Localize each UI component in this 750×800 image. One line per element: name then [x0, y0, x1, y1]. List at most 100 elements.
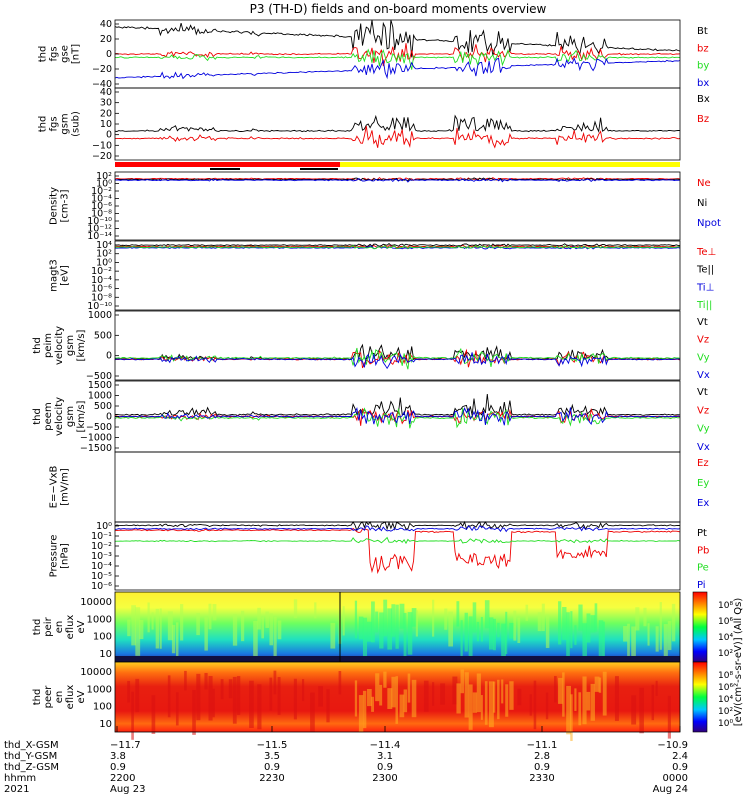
ylabel-fgs_gsm: thdfgsgsm(sub): [38, 111, 82, 137]
spectrogram-stripe: [403, 612, 407, 658]
legend-Pe: Pe: [697, 563, 709, 574]
ytick-label: 10⁻⁸: [91, 209, 112, 220]
spectrogram-stripe: [232, 676, 237, 724]
ytick-label: 100: [93, 702, 112, 713]
ytick-label: −20: [92, 151, 112, 162]
legend-Vy: Vy: [697, 424, 710, 435]
spectrogram-stripe: [627, 623, 630, 666]
ylabel-line: Density: [49, 187, 60, 225]
ylabel-line: thd: [38, 46, 49, 63]
spectrogram-stripe: [212, 604, 217, 621]
legend-Vx: Vx: [697, 370, 710, 381]
spectrogram-stripe: [399, 603, 405, 629]
spectrogram-stripe: [273, 670, 277, 695]
spectrogram-stripe: [472, 602, 477, 633]
spectrogram-stripe: [533, 680, 537, 730]
ylabel-line: en: [54, 621, 65, 634]
spectrogram-stripe: [553, 675, 557, 703]
spectrogram-stripe: [269, 613, 274, 646]
xaxis-value: 2.8: [534, 751, 550, 762]
series-fgs_gse-bx: [114, 56, 681, 80]
ytick-label: 10⁰: [96, 521, 112, 532]
spectrogram-stripe: [277, 620, 282, 640]
legend-Vt: Vt: [697, 387, 708, 398]
ylabel-line: en: [54, 691, 65, 704]
spectrogram-stripe: [476, 673, 481, 713]
ytick-label: 1000: [87, 614, 112, 625]
ylabel-line: [eV]: [60, 265, 71, 286]
ytick-label: 1000: [88, 310, 112, 321]
legend-Bt: Bt: [697, 26, 708, 37]
ylabel-line: fgs: [49, 116, 60, 131]
spectrogram-stripe: [598, 677, 602, 693]
spectrogram-stripe: [155, 608, 160, 649]
ylabel-efield: E=−VxB[mV/m]: [49, 466, 71, 509]
spectrogram-stripe: [399, 694, 405, 718]
xaxis-value: 3.8: [110, 751, 126, 762]
ylabel-line: peim: [43, 333, 54, 358]
ylabel-line: peer: [43, 685, 54, 709]
xaxis-value: Aug 24: [653, 784, 688, 795]
spectrogram-stripe: [614, 676, 619, 721]
colorbar-tick-label: 10²: [718, 649, 733, 659]
ytick-label: −1000: [80, 433, 112, 444]
ylabel-line: velocity: [54, 326, 65, 365]
ytick-label: 10⁻⁵: [91, 571, 112, 582]
series-peim_velocity-Vz: [114, 348, 681, 369]
spectrogram-stripe: [131, 605, 136, 646]
spectrogram-stripe: [456, 601, 460, 627]
ylabel-line: thd: [32, 408, 43, 425]
spectrogram-stripe: [375, 611, 379, 633]
spectrogram-noise-band: [115, 656, 680, 662]
series-fgs_gsm-Bz: [115, 126, 681, 149]
spectrogram-stripe: [545, 614, 550, 648]
ylabel-line: (sub): [71, 111, 82, 137]
spectrogram-stripe: [484, 600, 490, 629]
ytick-label: 10⁻²: [91, 186, 112, 197]
xaxis-value: 3.5: [264, 751, 280, 762]
xaxis-value: 2300: [372, 773, 397, 784]
spectrogram-stripe: [497, 679, 500, 720]
spectrogram-stripe: [639, 687, 644, 734]
panel-peer_spec: thdpeerenefluxeV 10000 1000 100 10 10⁸ 10⁶ 10⁴ 1…: [32, 661, 733, 742]
xaxis-value: 2330: [529, 773, 554, 784]
xaxis-value: 0.9: [672, 762, 688, 773]
xaxis-value: 0.9: [377, 762, 393, 773]
spectrogram-stripe: [594, 603, 598, 632]
series-peim_velocity-Vx: [114, 352, 681, 370]
spectrogram-stripe: [667, 621, 672, 651]
series-density-Npot: [114, 178, 681, 183]
spectrogram-stripe: [655, 626, 659, 652]
spectrogram-stripe: [444, 608, 448, 630]
spectrogram-stripe: [265, 611, 270, 628]
spectrogram-stripe: [127, 619, 131, 637]
ylabel-line: eflux: [65, 615, 76, 640]
ytick-label: 10⁻¹²: [87, 224, 112, 235]
spectrogram-stripe: [472, 692, 478, 713]
legend-Bx: Bx: [697, 94, 710, 105]
spectrogram-stripe: [663, 624, 668, 663]
series-fgs_gse-bz: [114, 43, 681, 67]
legend-Pb: Pb: [697, 545, 709, 556]
spectrogram-stripe: [590, 683, 595, 721]
spectrogram-stripe: [468, 616, 473, 660]
spectrogram-stripe: [578, 604, 583, 631]
spectrogram-stripe: [407, 673, 411, 703]
spectrogram-stripe: [139, 620, 144, 640]
spectrogram-stripe: [383, 671, 387, 688]
spectrogram-stripe: [566, 612, 570, 657]
spectrogram-stripe: [602, 671, 607, 716]
panel-efield: E=−VxB[mV/m] Ez Ey Ex: [49, 451, 709, 523]
spectrogram-stripe: [342, 606, 345, 636]
ylabel-line: gse: [60, 45, 71, 63]
ytick-label: 10⁻⁴: [91, 194, 112, 205]
spectrogram-stripe: [236, 676, 241, 715]
spectrogram-stripe: [269, 677, 273, 711]
spectrogram-stripe: [354, 600, 358, 639]
spectrogram-stripe: [375, 673, 380, 702]
ylabel-line: Pressure: [49, 535, 60, 578]
xaxis-value: 2200: [110, 773, 135, 784]
xaxis-value: 0.9: [264, 762, 280, 773]
colorbar-tick-label: 10⁴: [718, 633, 733, 643]
